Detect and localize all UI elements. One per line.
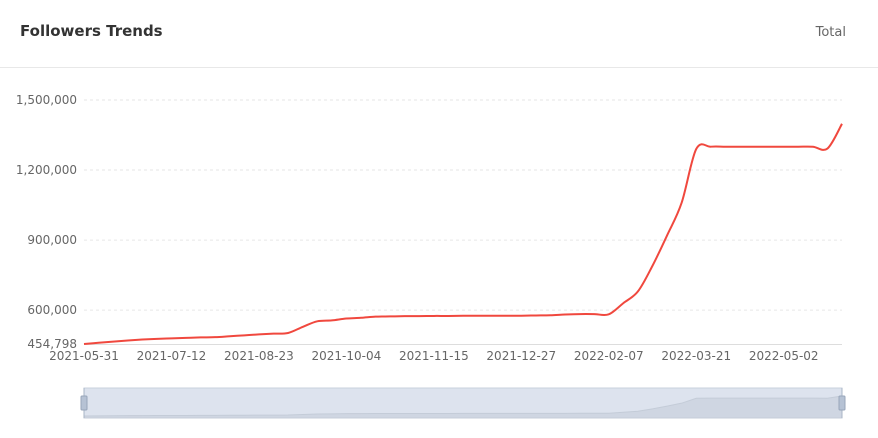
x-tick-label: 2021-11-15	[399, 349, 469, 363]
grid	[84, 99, 842, 345]
y-tick-label: 600,000	[27, 303, 77, 317]
y-tick-label: 1,200,000	[16, 163, 77, 177]
chart-title: Followers Trends	[20, 22, 163, 40]
header-divider	[0, 67, 878, 68]
x-tick-label: 2021-07-12	[137, 349, 207, 363]
slider-preview-area	[83, 395, 843, 419]
x-tick-label: 2021-08-23	[224, 349, 294, 363]
x-tick-label: 2022-05-02	[749, 349, 819, 363]
y-tick-label: 1,500,000	[16, 93, 77, 107]
total-toggle[interactable]: Total	[815, 25, 846, 40]
y-tick-label: 454,798	[27, 337, 77, 351]
slider-handle-left[interactable]	[80, 395, 88, 411]
x-tick-label: 2021-05-31	[49, 349, 119, 363]
series-line	[83, 123, 843, 345]
slider-handle-right[interactable]	[838, 395, 846, 411]
y-tick-label: 900,000	[27, 233, 77, 247]
x-tick-label: 2022-02-07	[574, 349, 644, 363]
x-tick-label: 2021-10-04	[312, 349, 382, 363]
y-axis: 454,798 600,000 900,000 1,200,000 1,500,000	[16, 93, 77, 351]
x-axis: 2021-05-31 2021-07-12 2021-08-23 2021-10-04…	[49, 349, 818, 363]
x-tick-label: 2021-12-27	[486, 349, 556, 363]
x-tick-label: 2022-03-21	[661, 349, 731, 363]
series	[83, 123, 843, 345]
data-zoom-slider[interactable]	[80, 387, 846, 419]
